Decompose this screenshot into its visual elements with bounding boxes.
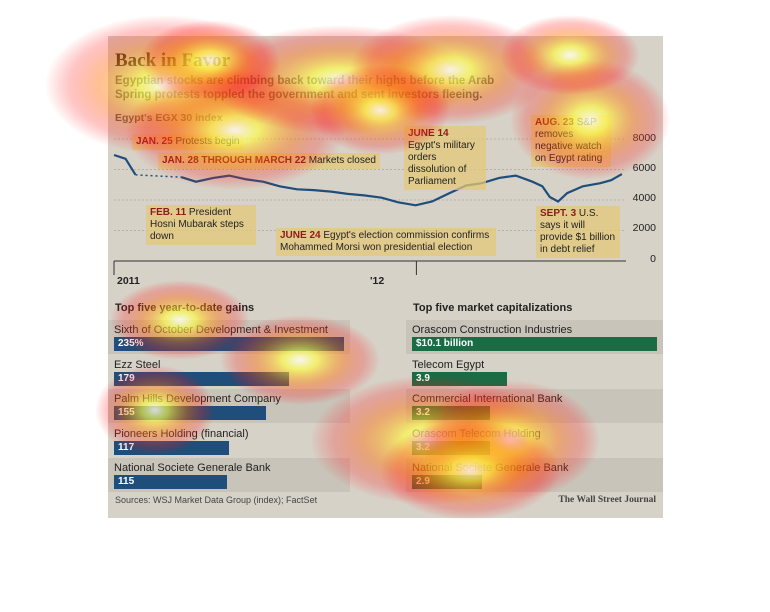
table-row: Orascom Construction Industries $10.1 bil… <box>406 320 663 354</box>
bar: $10.1 billion <box>412 337 657 351</box>
row-label: Commercial International Bank <box>412 393 563 405</box>
annotation-date: SEPT. 3 <box>540 208 577 219</box>
y-tick-label: 4000 <box>632 192 656 204</box>
source-note: Sources: WSJ Market Data Group (index); … <box>115 495 318 505</box>
x-tick-label: '12 <box>370 275 385 287</box>
table-row: Orascom Telecom Holding 3.2 <box>406 424 663 458</box>
row-label: Palm Hills Development Company <box>114 393 281 405</box>
annotation-text: Protests begin <box>175 136 240 147</box>
bar: 117 <box>114 440 229 455</box>
annotation-date: JUNE 14 <box>408 128 449 139</box>
gains-heading: Top five year-to-date gains <box>115 302 255 314</box>
index-series-line <box>180 173 623 207</box>
annotation-june14: JUNE 14 Egypt's military orders dissolut… <box>404 126 486 190</box>
y-tick-label: 6000 <box>632 162 656 174</box>
annotation-text: Egypt's election commission confirms Moh… <box>280 230 490 253</box>
annotation-june24: JUNE 24 Egypt's election commission conf… <box>276 228 496 256</box>
annotation-date: JUNE 24 <box>280 230 321 241</box>
annotation-text: President Hosni Mubarak steps down <box>150 207 244 242</box>
bar-value-label: 3.2 <box>416 441 430 453</box>
y-tick-label: 8000 <box>632 132 656 144</box>
annotation-date: JAN. 28 THROUGH MARCH 22 <box>162 155 306 166</box>
bar: 235% <box>114 337 344 351</box>
bar: 3.2 <box>412 440 490 455</box>
annotation-text: Markets closed <box>308 155 376 166</box>
table-row: Ezz Steel 179 <box>108 355 350 389</box>
row-label: Pioneers Holding (financial) <box>114 427 249 440</box>
bar-value-label: 115 <box>118 476 135 487</box>
chart-subtitle: Egyptian stocks are climbing back toward… <box>115 75 495 101</box>
bar: 2.9 <box>412 475 483 489</box>
publisher-credit: The Wall Street Journal <box>558 495 656 505</box>
row-label: Ezz Steel <box>114 358 161 371</box>
table-row: Pioneers Holding (financial) 117 <box>108 424 350 458</box>
row-label: Telecom Egypt <box>412 358 485 371</box>
bar: 115 <box>114 475 227 489</box>
bar: 155 <box>114 406 266 420</box>
table-row: National Societe Generale Bank 2.9 <box>406 458 663 492</box>
annotation-date: FEB. 11 <box>150 207 187 218</box>
table-row: Palm Hills Development Company 155 <box>108 389 350 423</box>
row-label: Orascom Construction Industries <box>412 324 573 336</box>
bar: 179 <box>114 371 290 386</box>
annotation-jan25: JAN. 25 Protests begin <box>132 134 244 150</box>
bar-value-label: 117 <box>118 441 135 453</box>
bar-value-label: 3.9 <box>416 372 430 384</box>
x-tick-label: 2011 <box>117 275 140 287</box>
bar-value-label: 3.2 <box>416 407 430 418</box>
annotation-aug23: AUG. 23 S&P removes negative watch on Eg… <box>531 115 611 167</box>
annotation-sept3: SEPT. 3 U.S. says it will provide $1 bil… <box>536 206 620 258</box>
row-label: National Societe Generale Bank <box>412 462 569 474</box>
table-row: Telecom Egypt 3.9 <box>406 355 663 389</box>
row-label: Sixth of October Development & Investmen… <box>114 324 328 336</box>
y-tick-label: 0 <box>650 253 656 265</box>
table-row: Sixth of October Development & Investmen… <box>108 320 350 354</box>
bar-value-label: 155 <box>118 407 135 418</box>
bar-value-label: $10.1 billion <box>416 338 474 349</box>
row-label: Orascom Telecom Holding <box>412 427 541 440</box>
annotation-date: AUG. 23 <box>535 117 574 128</box>
table-row: Commercial International Bank 3.2 <box>406 389 663 423</box>
bar: 3.9 <box>412 371 507 386</box>
annotation-markets-closed: JAN. 28 THROUGH MARCH 22 Markets closed <box>158 153 380 169</box>
bar: 3.2 <box>412 406 490 420</box>
chart-title: Back in Favor <box>115 50 231 71</box>
annotation-date: JAN. 25 <box>136 136 173 147</box>
row-label: National Societe Generale Bank <box>114 462 271 474</box>
y-tick-label: 2000 <box>632 222 656 234</box>
market-cap-heading: Top five market capitalizations <box>413 302 573 314</box>
annotation-feb11: FEB. 11 President Hosni Mubarak steps do… <box>146 205 256 245</box>
index-series-line <box>113 153 137 176</box>
bar-value-label: 179 <box>118 372 135 384</box>
table-row: National Societe Generale Bank 115 <box>108 458 350 492</box>
bar-value-label: 235% <box>118 338 144 349</box>
chart-card: Back in Favor Egyptian stocks are climbi… <box>108 36 663 518</box>
annotation-text: Egypt's military orders dissolution of P… <box>408 140 475 187</box>
annotation-text: U.S. says it will provide $1 billion in … <box>540 208 616 255</box>
market-closed-gap-line <box>135 174 182 178</box>
bar-value-label: 2.9 <box>416 476 430 487</box>
